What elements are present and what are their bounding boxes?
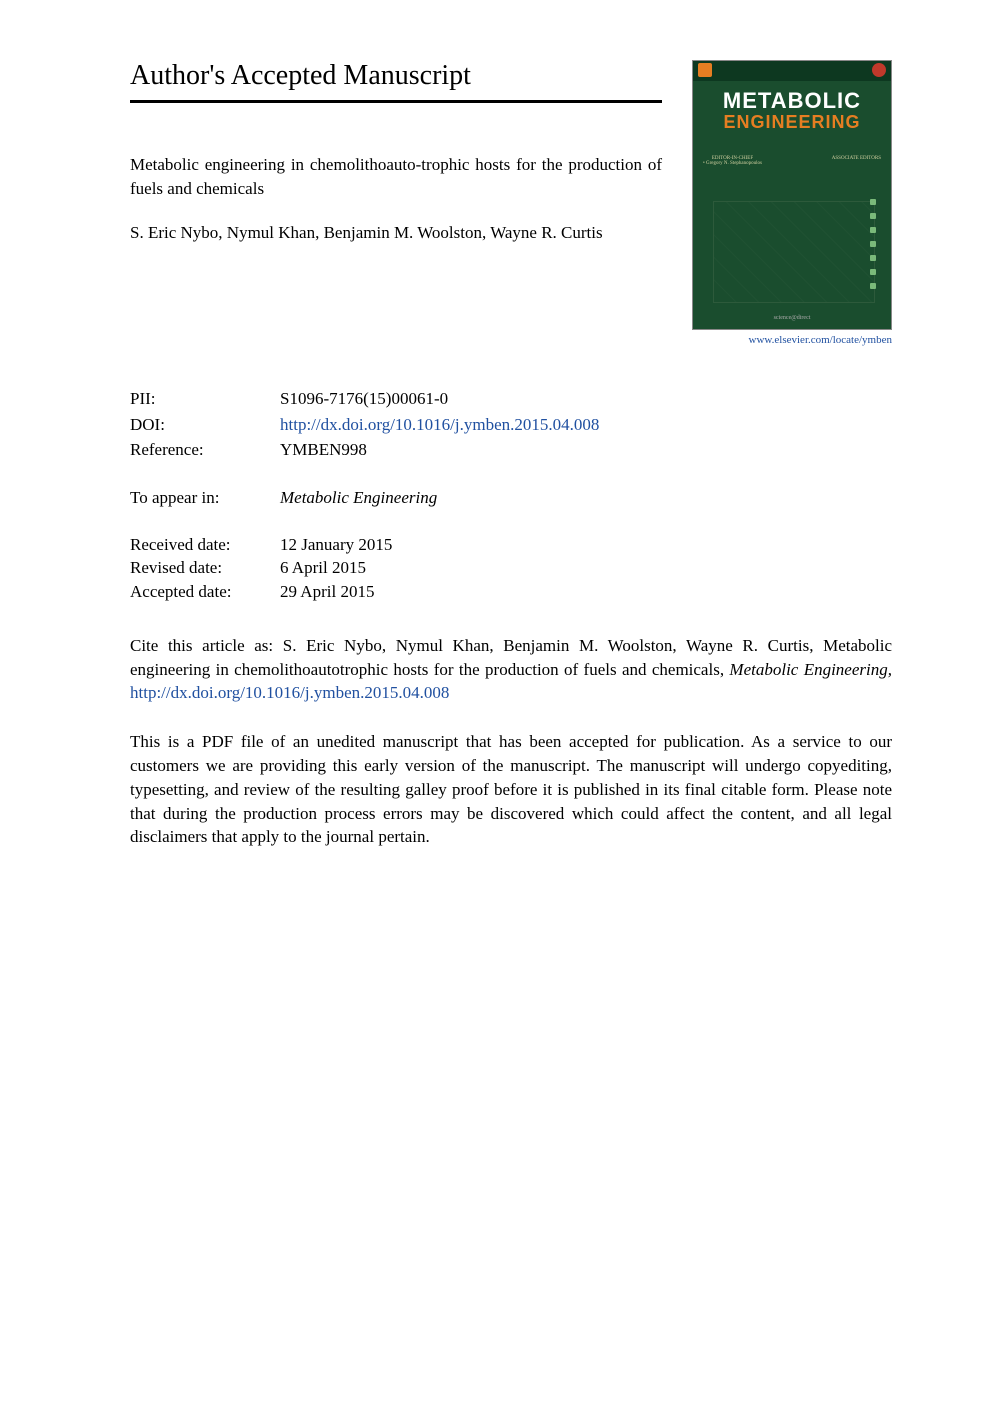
cover-wrapper: METABOLIC ENGINEERING EDITOR-IN-CHIEF • … — [692, 60, 892, 346]
cover-editors: EDITOR-IN-CHIEF • Gregory N. Stephanopou… — [703, 156, 881, 166]
citation-doi-link[interactable]: http://dx.doi.org/10.1016/j.ymben.2015.0… — [130, 683, 449, 702]
cover-dot-icon — [870, 199, 876, 205]
appear-label: To appear in: — [130, 488, 280, 508]
doi-link[interactable]: http://dx.doi.org/10.1016/j.ymben.2015.0… — [280, 412, 892, 438]
cover-dot-icon — [870, 213, 876, 219]
article-title: Metabolic engineering in chemolithoauto-… — [130, 153, 662, 201]
citation: Cite this article as: S. Eric Nybo, Nymu… — [130, 634, 892, 705]
reference-label: Reference: — [130, 437, 280, 463]
revised-value: 6 April 2015 — [280, 556, 366, 580]
revised-label: Revised date: — [130, 556, 280, 580]
cover-bottom-text: science@direct — [693, 315, 891, 321]
pii-row: PII: S1096-7176(15)00061-0 — [130, 386, 892, 412]
appear-section: To appear in: Metabolic Engineering — [130, 488, 892, 508]
cover-background-pattern — [693, 181, 891, 299]
header-left: Author's Accepted Manuscript Metabolic e… — [130, 60, 692, 244]
cover-top-bar — [693, 61, 891, 81]
received-label: Received date: — [130, 533, 280, 557]
metadata-section: PII: S1096-7176(15)00061-0 DOI: http://d… — [130, 386, 892, 463]
received-value: 12 January 2015 — [280, 533, 392, 557]
journal-cover: METABOLIC ENGINEERING EDITOR-IN-CHIEF • … — [692, 60, 892, 330]
cover-title-line1: METABOLIC — [701, 89, 883, 113]
cover-dots — [863, 191, 883, 299]
accepted-row: Accepted date: 29 April 2015 — [130, 580, 892, 604]
ibs-logo-icon — [872, 63, 886, 77]
cover-dot-icon — [870, 269, 876, 275]
doi-row: DOI: http://dx.doi.org/10.1016/j.ymben.2… — [130, 412, 892, 438]
header-section: Author's Accepted Manuscript Metabolic e… — [130, 60, 892, 346]
pii-label: PII: — [130, 386, 280, 412]
pii-value: S1096-7176(15)00061-0 — [280, 386, 892, 412]
accepted-label: Accepted date: — [130, 580, 280, 604]
reference-value: YMBEN998 — [280, 437, 892, 463]
page-heading: Author's Accepted Manuscript — [130, 60, 662, 103]
cover-dot-icon — [870, 241, 876, 247]
editor-right-heading: ASSOCIATE EDITORS — [832, 156, 881, 161]
journal-url[interactable]: www.elsevier.com/locate/ymben — [692, 334, 892, 346]
received-row: Received date: 12 January 2015 — [130, 533, 892, 557]
cover-dot-icon — [870, 283, 876, 289]
cover-title: METABOLIC ENGINEERING — [701, 89, 883, 133]
cover-title-line2: ENGINEERING — [701, 113, 883, 133]
dates-section: Received date: 12 January 2015 Revised d… — [130, 533, 892, 604]
citation-journal: Metabolic Engineering, — [729, 660, 892, 679]
cover-dot-icon — [870, 227, 876, 233]
accepted-value: 29 April 2015 — [280, 580, 374, 604]
elsevier-logo-icon — [698, 63, 712, 77]
cover-dot-icon — [870, 255, 876, 261]
reference-row: Reference: YMBEN998 — [130, 437, 892, 463]
manuscript-page: Author's Accepted Manuscript Metabolic e… — [0, 0, 992, 909]
appear-value: Metabolic Engineering — [280, 488, 437, 508]
doi-label: DOI: — [130, 412, 280, 438]
article-authors: S. Eric Nybo, Nymul Khan, Benjamin M. Wo… — [130, 221, 662, 245]
revised-row: Revised date: 6 April 2015 — [130, 556, 892, 580]
editor-left-name: • Gregory N. Stephanopoulos — [703, 161, 762, 166]
disclaimer-text: This is a PDF file of an unedited manusc… — [130, 730, 892, 849]
